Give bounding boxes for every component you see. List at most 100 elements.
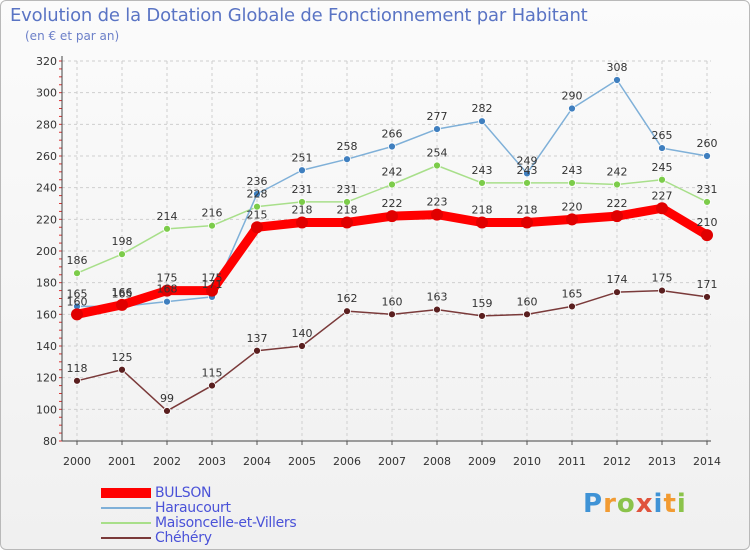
data-point-haraucourt — [298, 166, 306, 175]
y-tick-label: 120 — [36, 372, 57, 385]
data-point-haraucourt — [163, 297, 171, 306]
data-label-maisoncelle-et-villers: 214 — [157, 210, 178, 223]
data-point-haraucourt — [343, 155, 351, 164]
data-label-haraucourt: 251 — [292, 151, 313, 164]
y-tick-label: 240 — [36, 182, 57, 195]
data-point-bulson — [521, 216, 533, 229]
data-point-maisoncelle-et-villers — [298, 198, 306, 206]
data-label-maisoncelle-et-villers: 216 — [202, 207, 223, 220]
data-point-bulson — [656, 202, 668, 215]
x-tick-label: 2013 — [648, 455, 676, 468]
x-tick-label: 2010 — [513, 455, 541, 468]
data-label-maisoncelle-et-villers: 242 — [607, 166, 628, 179]
data-label-ch-h-ry: 99 — [160, 392, 174, 405]
y-tick-label: 300 — [36, 87, 57, 100]
data-label-maisoncelle-et-villers: 245 — [652, 161, 673, 174]
data-label-haraucourt: 165 — [112, 287, 133, 300]
chart-title: Evolution de la Dotation Globale de Fonc… — [10, 5, 588, 26]
x-tick-label: 2003 — [198, 455, 226, 468]
data-point-maisoncelle-et-villers — [703, 198, 711, 206]
x-tick-label: 2002 — [153, 455, 181, 468]
data-point-ch-h-ry — [208, 381, 216, 390]
data-label-bulson: 223 — [427, 196, 448, 209]
data-point-ch-h-ry — [118, 365, 126, 374]
y-tick-label: 220 — [36, 213, 57, 226]
y-tick-labels: 80 100 120 140 160 180 200 220 240 260 280 300 320 — [36, 55, 57, 448]
legend-label-maisoncelle: Maisoncelle-et-Villers — [155, 515, 297, 531]
data-label-bulson: 227 — [652, 189, 673, 202]
data-point-bulson — [431, 208, 443, 221]
data-label-ch-h-ry: 140 — [292, 327, 313, 340]
data-label-ch-h-ry: 165 — [562, 287, 583, 300]
data-label-ch-h-ry: 175 — [652, 272, 673, 285]
data-point-ch-h-ry — [388, 310, 396, 319]
data-label-bulson: 175 — [157, 272, 178, 285]
x-tick-label: 2001 — [108, 455, 136, 468]
data-label-haraucourt: 282 — [472, 102, 493, 115]
data-label-bulson: 215 — [247, 208, 268, 221]
data-label-haraucourt: 236 — [247, 175, 268, 188]
data-label-haraucourt: 277 — [427, 110, 448, 123]
data-point-maisoncelle-et-villers — [433, 161, 441, 170]
data-label-ch-h-ry: 115 — [202, 367, 223, 380]
data-point-maisoncelle-et-villers — [208, 221, 216, 230]
data-point-haraucourt — [613, 76, 621, 84]
data-point-maisoncelle-et-villers — [568, 179, 576, 187]
data-label-bulson: 222 — [607, 197, 628, 210]
data-point-bulson — [71, 308, 83, 321]
x-tick-label: 2005 — [288, 455, 316, 468]
data-point-bulson — [701, 229, 713, 242]
x-tick-label: 2004 — [243, 455, 271, 468]
data-point-bulson — [566, 213, 578, 226]
data-label-haraucourt: 165 — [67, 287, 88, 300]
data-point-maisoncelle-et-villers — [523, 179, 531, 187]
data-label-maisoncelle-et-villers: 243 — [562, 164, 583, 177]
y-tick-label: 260 — [36, 150, 57, 163]
data-point-ch-h-ry — [163, 407, 171, 415]
data-point-maisoncelle-et-villers — [343, 198, 351, 206]
proxiti-logo: Proxiti — [583, 489, 687, 519]
axes — [59, 56, 711, 445]
data-label-bulson: 175 — [202, 272, 223, 285]
data-point-bulson — [386, 210, 398, 223]
data-point-bulson — [476, 216, 488, 229]
x-tick-label: 2008 — [423, 455, 451, 468]
data-label-haraucourt: 260 — [697, 137, 718, 150]
data-point-ch-h-ry — [433, 305, 441, 314]
data-label-bulson: 160 — [67, 295, 88, 308]
data-label-maisoncelle-et-villers: 243 — [472, 164, 493, 177]
data-label-maisoncelle-et-villers: 231 — [292, 183, 313, 196]
data-label-ch-h-ry: 159 — [472, 297, 493, 310]
data-label-ch-h-ry: 118 — [67, 362, 88, 375]
y-tick-label: 320 — [36, 55, 57, 68]
data-label-haraucourt: 249 — [517, 154, 538, 167]
data-label-haraucourt: 290 — [562, 90, 583, 103]
chart-subtitle: (en € et par an) — [25, 29, 120, 43]
data-point-haraucourt — [433, 125, 441, 133]
x-tick-label: 2011 — [558, 455, 586, 468]
legend-label-haraucourt: Haraucourt — [155, 500, 231, 516]
data-point-ch-h-ry — [343, 307, 351, 316]
data-point-bulson — [161, 284, 173, 297]
data-label-bulson: 218 — [292, 204, 313, 217]
data-point-ch-h-ry — [253, 346, 261, 355]
data-point-maisoncelle-et-villers — [118, 250, 126, 259]
data-point-bulson — [116, 298, 128, 311]
data-label-haraucourt: 168 — [157, 283, 178, 296]
data-point-haraucourt — [478, 117, 486, 126]
legend-swatch-maisoncelle — [101, 522, 151, 524]
data-point-ch-h-ry — [73, 376, 81, 385]
data-point-maisoncelle-et-villers — [613, 180, 621, 189]
data-label-bulson: 218 — [472, 204, 493, 217]
legend-swatch-haraucourt — [101, 507, 151, 509]
data-point-ch-h-ry — [523, 310, 531, 319]
data-point-haraucourt — [388, 142, 396, 151]
data-label-maisoncelle-et-villers: 186 — [67, 254, 88, 267]
data-label-maisoncelle-et-villers: 231 — [697, 183, 718, 196]
y-tick-label: 200 — [36, 245, 57, 258]
x-tick-label: 2000 — [63, 455, 91, 468]
data-label-ch-h-ry: 160 — [382, 295, 403, 308]
data-point-bulson — [251, 221, 263, 234]
